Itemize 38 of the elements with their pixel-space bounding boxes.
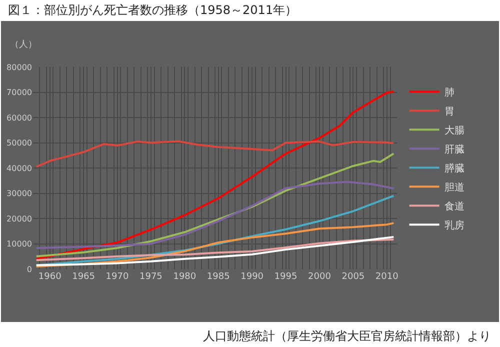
x-tick-label: 1980 — [173, 272, 196, 282]
x-tick-label: 1965 — [72, 272, 96, 282]
x-tick-label: 1975 — [140, 272, 162, 282]
y-tick-label: 20000 — [6, 214, 32, 224]
y-tick-label: 10000 — [6, 240, 32, 249]
x-tick-label: 1990 — [240, 272, 264, 282]
x-tick-label: 1995 — [274, 272, 298, 282]
line-series — [35, 140, 395, 168]
legend-label: 大腸 — [444, 124, 464, 136]
y-tick-label: 50000 — [6, 138, 32, 148]
line-series — [35, 152, 395, 258]
legend-label: 乳房 — [444, 220, 464, 232]
line-series — [35, 236, 395, 266]
legend-label: 胃 — [444, 106, 454, 118]
legend-label: 肝臓 — [444, 144, 464, 156]
x-tick-label: 2005 — [342, 272, 365, 282]
text: 人口動態統計（厚生労働省大臣官房統計情報部）より — [203, 329, 491, 343]
line-series — [35, 222, 395, 268]
x-tick-label: 1970 — [106, 272, 129, 282]
x-tick-label: 1985 — [206, 272, 230, 282]
x-tick-label: 2010 — [375, 272, 399, 282]
y-axis-title: （人） — [10, 39, 37, 50]
y-tick-label: 70000 — [6, 88, 32, 98]
chart-title: 図１：部位別がん死亡者数の推移（1958～2011年） — [8, 3, 298, 17]
x-tick-label: 2000 — [308, 272, 332, 282]
legend-label: 胆道 — [444, 182, 464, 194]
legend-label: 食道 — [444, 200, 464, 212]
y-tick-label: 0 — [26, 264, 32, 274]
y-tick-label: 80000 — [6, 62, 32, 72]
y-tick-label: 40000 — [6, 164, 32, 173]
y-tick-label: 60000 — [6, 113, 32, 122]
x-tick-label: 1960 — [38, 272, 62, 282]
legend-label: 肺 — [444, 86, 454, 98]
legend-label: 膵臓 — [444, 162, 464, 174]
line-series — [35, 180, 395, 250]
line-series — [35, 90, 395, 260]
y-tick-label: 30000 — [6, 189, 32, 198]
line-series — [35, 238, 395, 262]
